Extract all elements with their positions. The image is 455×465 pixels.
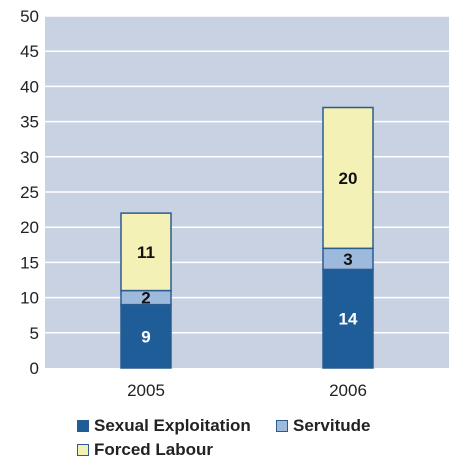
legend-swatch-sexual-exploitation — [77, 420, 89, 432]
legend-swatch-servitude — [276, 420, 288, 432]
legend-item-forced-labour: Forced Labour — [77, 440, 213, 460]
y-tick-label: 15 — [20, 253, 39, 272]
data-label: 14 — [339, 310, 358, 329]
bar-segment-forced-labour — [322, 106, 374, 250]
gridlines — [45, 15, 449, 334]
y-tick-label: 35 — [20, 113, 39, 132]
y-tick-label: 0 — [30, 359, 39, 378]
data-label: 3 — [343, 250, 352, 269]
x-tick-label: 2006 — [329, 381, 367, 400]
legend-label-sexual-exploitation: Sexual Exploitation — [94, 416, 251, 435]
legend-item-sexual-exploitation: Sexual Exploitation — [77, 416, 251, 436]
bars: 9 2 11 14 3 20 — [120, 106, 374, 369]
legend-swatch-forced-labour — [77, 444, 89, 456]
y-tick-label: 5 — [30, 324, 39, 343]
data-label: 20 — [339, 169, 358, 188]
y-axis-ticks: 0 5 10 15 20 25 30 35 40 45 50 — [20, 7, 39, 378]
bar-segment-sexual-exploitation — [120, 303, 172, 369]
y-tick-label: 50 — [20, 7, 39, 26]
y-tick-label: 45 — [20, 42, 39, 61]
y-tick-label: 10 — [20, 289, 39, 308]
legend-item-servitude: Servitude — [276, 416, 370, 436]
data-label: 11 — [137, 243, 155, 262]
y-tick-label: 25 — [20, 183, 39, 202]
legend-label-servitude: Servitude — [293, 416, 371, 435]
y-tick-label: 20 — [20, 218, 39, 237]
x-axis-ticks: 2005 2006 — [127, 381, 367, 400]
data-label: 2 — [141, 289, 150, 308]
y-tick-label: 30 — [20, 148, 39, 167]
x-tick-label: 2005 — [127, 381, 165, 400]
y-tick-label: 40 — [20, 77, 39, 96]
bar-segment-forced-labour — [120, 212, 172, 292]
bar-segment-sexual-exploitation — [322, 268, 374, 369]
legend-label-forced-labour: Forced Labour — [94, 440, 214, 459]
data-label: 9 — [141, 327, 150, 346]
stacked-bar-chart: 0 5 10 15 20 25 30 35 40 45 50 9 2 11 14 3 20 2005 2006 — [20, 7, 449, 400]
